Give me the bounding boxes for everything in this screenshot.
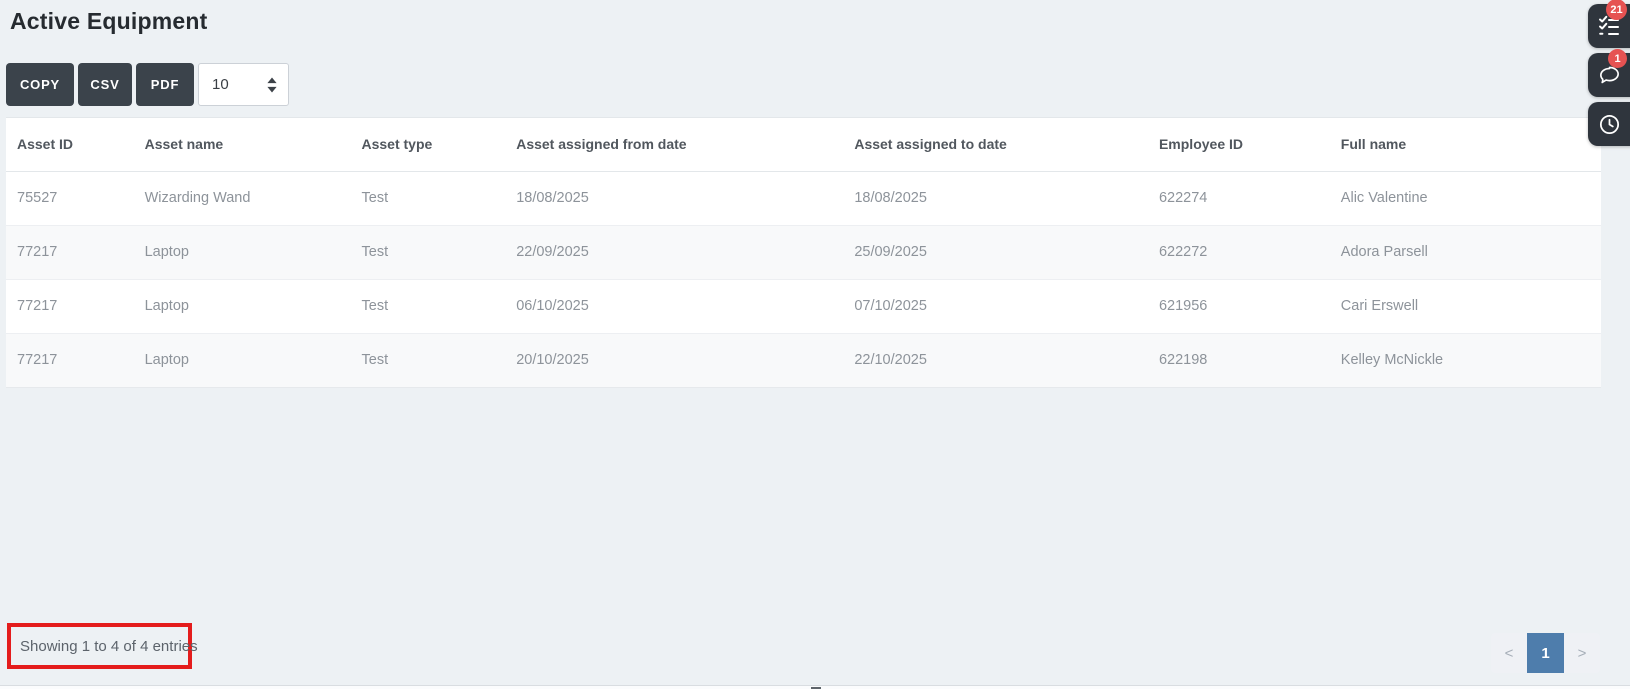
cell-employee-id: 621956 (1147, 279, 1330, 334)
cell-asset-name: Laptop (133, 279, 351, 334)
clock-icon (1599, 114, 1620, 134)
cell-asset-type: Test (361, 352, 389, 369)
table-row: 77217 Laptop Test 22/09/2025 25/09/2025 … (6, 225, 1601, 280)
column-header-assigned-from[interactable]: Asset assigned from date (505, 118, 844, 172)
select-spinner-icon (267, 77, 277, 92)
cell-full-name: Cari Erswell (1329, 279, 1601, 334)
pagination-next-button[interactable]: > (1564, 633, 1600, 673)
cell-asset-name: Laptop (144, 352, 189, 369)
checklist-icon (1599, 15, 1619, 35)
table-toolbar: COPY CSV PDF 10 (6, 63, 289, 106)
column-header-assigned-to[interactable]: Asset assigned to date (843, 118, 1148, 172)
cell-assigned-to: 25/09/2025 (843, 225, 1148, 280)
cell-assigned-from: 22/09/2025 (505, 225, 844, 280)
cell-asset-name: Laptop (133, 225, 351, 280)
equipment-table: Asset ID Asset name Asset type Asset ass… (6, 117, 1601, 388)
pagination-page-1-button[interactable]: 1 (1527, 633, 1564, 673)
pagination-prev-button[interactable]: < (1491, 633, 1527, 673)
table-row: 77217 Laptop Test 06/10/2025 07/10/2025 … (6, 279, 1601, 334)
tasks-quick-button[interactable]: 21 (1588, 0, 1630, 48)
cell-employee-id: 622198 (1158, 352, 1208, 369)
column-header-full-name[interactable]: Full name (1329, 118, 1601, 172)
cell-assigned-from: 06/10/2025 (505, 279, 844, 334)
cell-asset-id: 77217 (6, 225, 134, 280)
tasks-badge: 21 (1606, 0, 1627, 20)
cell-employee-id: 622272 (1147, 225, 1330, 280)
entries-summary: Showing 1 to 4 of 4 entries (20, 637, 198, 655)
copy-button[interactable]: COPY (6, 63, 74, 106)
cell-assigned-from: 20/10/2025 (516, 352, 589, 369)
entries-summary-highlight-box: Showing 1 to 4 of 4 entries (7, 623, 198, 669)
cell-assigned-to: 22/10/2025 (854, 352, 927, 369)
history-quick-button[interactable] (1588, 102, 1630, 146)
table-header-row: Asset ID Asset name Asset type Asset ass… (6, 118, 1601, 172)
table-row: 77217 Laptop Test 20/10/2025 22/10/2025 … (6, 333, 1601, 387)
cell-full-name: Adora Parsell (1329, 225, 1601, 280)
chat-quick-button[interactable]: 1 (1588, 49, 1630, 97)
cell-assigned-to: 07/10/2025 (843, 279, 1148, 334)
chat-badge: 1 (1608, 49, 1627, 68)
column-header-asset-type[interactable]: Asset type (350, 118, 506, 172)
cell-asset-name: Wizarding Wand (133, 171, 351, 226)
cell-asset-type: Test (350, 171, 506, 226)
cell-asset-id: 77217 (6, 279, 134, 334)
cell-full-name: Alic Valentine (1329, 171, 1601, 226)
csv-button[interactable]: CSV (78, 63, 132, 106)
cell-employee-id: 622274 (1147, 171, 1330, 226)
pagination: < 1 > (1491, 633, 1600, 673)
page-size-select[interactable]: 10 (198, 63, 289, 106)
cell-asset-type: Test (350, 279, 506, 334)
cell-asset-id: 77217 (17, 352, 58, 369)
table-row: 75527 Wizarding Wand Test 18/08/2025 18/… (6, 171, 1601, 226)
page-size-value: 10 (212, 76, 229, 93)
chat-icon (1600, 66, 1619, 83)
page-title: Active Equipment (10, 8, 208, 34)
cell-asset-type: Test (350, 225, 506, 280)
cell-full-name: Kelley McNickle (1340, 352, 1444, 369)
cell-assigned-to: 18/08/2025 (843, 171, 1148, 226)
cell-assigned-from: 18/08/2025 (505, 171, 844, 226)
pdf-button[interactable]: PDF (136, 63, 194, 106)
column-header-asset-name[interactable]: Asset name (133, 118, 351, 172)
cell-asset-id: 75527 (6, 171, 134, 226)
column-header-asset-id[interactable]: Asset ID (6, 118, 134, 172)
column-header-employee-id[interactable]: Employee ID (1147, 118, 1330, 172)
clipped-bottom-element (811, 687, 821, 689)
